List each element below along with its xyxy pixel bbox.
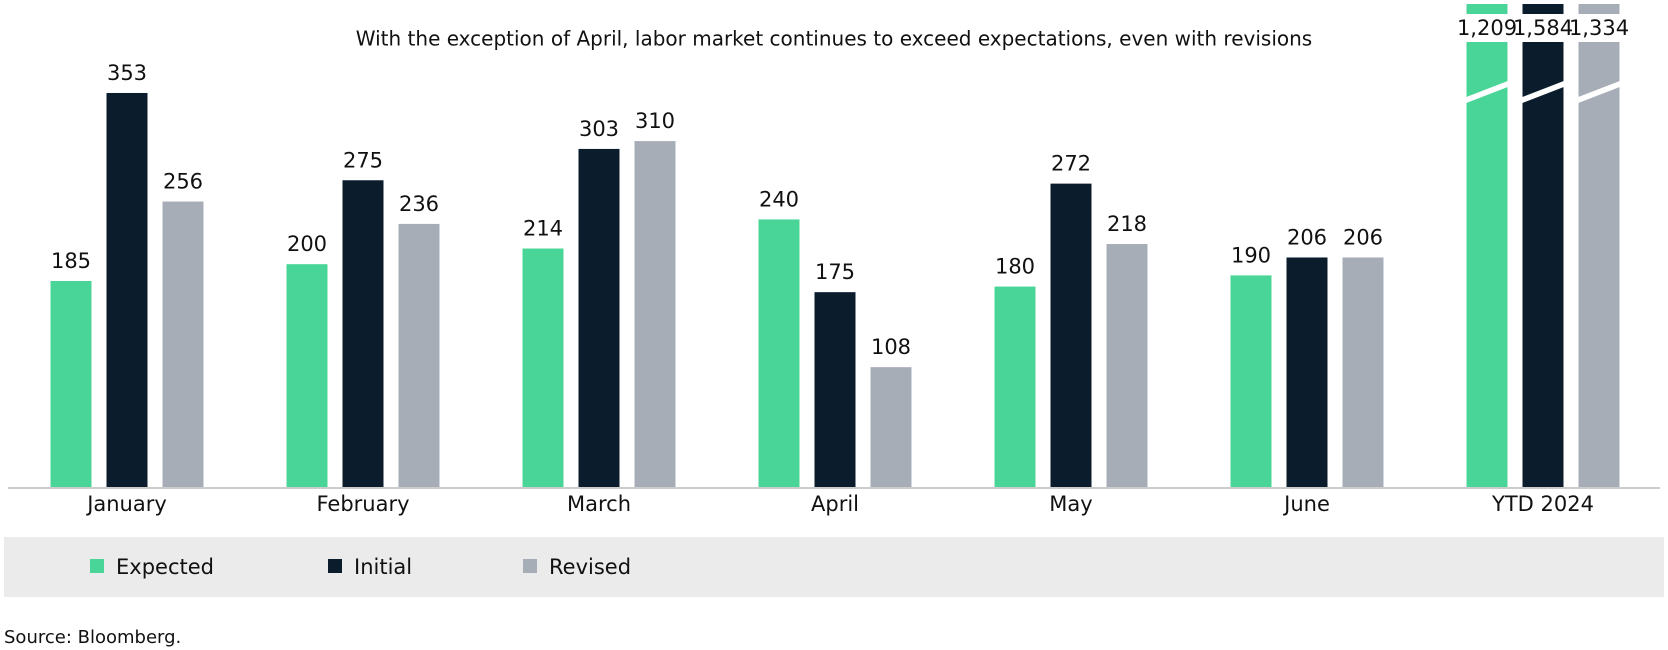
value-label: 353	[107, 61, 147, 85]
legend-band	[4, 537, 1664, 597]
value-label: 190	[1231, 243, 1271, 267]
legend-swatch	[90, 559, 104, 573]
x-tick-label: January	[85, 492, 167, 516]
axis-break	[1458, 78, 1516, 106]
bar	[398, 223, 440, 488]
bar	[1050, 183, 1092, 488]
bar	[634, 141, 676, 488]
value-label: 200	[287, 232, 327, 256]
label-bg	[1460, 14, 1514, 42]
value-label: 275	[343, 148, 383, 172]
value-label: 206	[1343, 225, 1383, 249]
bar	[106, 92, 148, 488]
value-label: 303	[579, 117, 619, 141]
legend-label: Revised	[549, 555, 631, 579]
x-tick-label: YTD 2024	[1491, 492, 1594, 516]
bar	[758, 219, 800, 488]
bar	[1522, 4, 1564, 488]
value-label: 310	[635, 109, 675, 133]
bar	[814, 292, 856, 488]
bar	[522, 248, 564, 488]
value-label: 1,584	[1513, 16, 1573, 40]
value-label: 206	[1287, 225, 1327, 249]
bar	[994, 286, 1036, 488]
x-tick-label: February	[316, 492, 409, 516]
bar	[870, 367, 912, 488]
bar	[1466, 4, 1508, 488]
axis-break	[1570, 78, 1628, 106]
x-tick-label: June	[1282, 492, 1330, 516]
value-label: 256	[163, 170, 203, 194]
legend-label: Expected	[116, 555, 214, 579]
bar	[286, 264, 328, 488]
bar	[50, 280, 92, 488]
bar	[578, 148, 620, 488]
value-label: 218	[1107, 212, 1147, 236]
bar	[162, 201, 204, 488]
value-label: 214	[523, 217, 563, 241]
value-label: 272	[1051, 152, 1091, 176]
source: Source: Bloomberg.	[4, 627, 181, 648]
bar	[1578, 4, 1620, 488]
axis-break	[1514, 78, 1572, 106]
legend-swatch	[523, 559, 537, 573]
value-label: 175	[815, 260, 855, 284]
label-bg	[1516, 14, 1570, 42]
value-label: 240	[759, 187, 799, 211]
x-tick-label: March	[567, 492, 631, 516]
value-label: 236	[399, 192, 439, 216]
legend-swatch	[328, 559, 342, 573]
chart-title: With the exception of April, labor marke…	[356, 27, 1312, 51]
value-label: 1,209	[1457, 16, 1517, 40]
x-tick-label: May	[1049, 492, 1092, 516]
bar	[1342, 257, 1384, 488]
legend-label: Initial	[354, 555, 412, 579]
bar	[342, 180, 384, 488]
bar	[1286, 257, 1328, 488]
bar	[1230, 275, 1272, 488]
value-label: 1,334	[1569, 16, 1629, 40]
value-label: 108	[871, 335, 911, 359]
label-bg	[1572, 14, 1626, 42]
value-label: 180	[995, 255, 1035, 279]
x-tick-label: April	[811, 492, 859, 516]
value-label: 185	[51, 249, 91, 273]
bar	[1106, 244, 1148, 488]
